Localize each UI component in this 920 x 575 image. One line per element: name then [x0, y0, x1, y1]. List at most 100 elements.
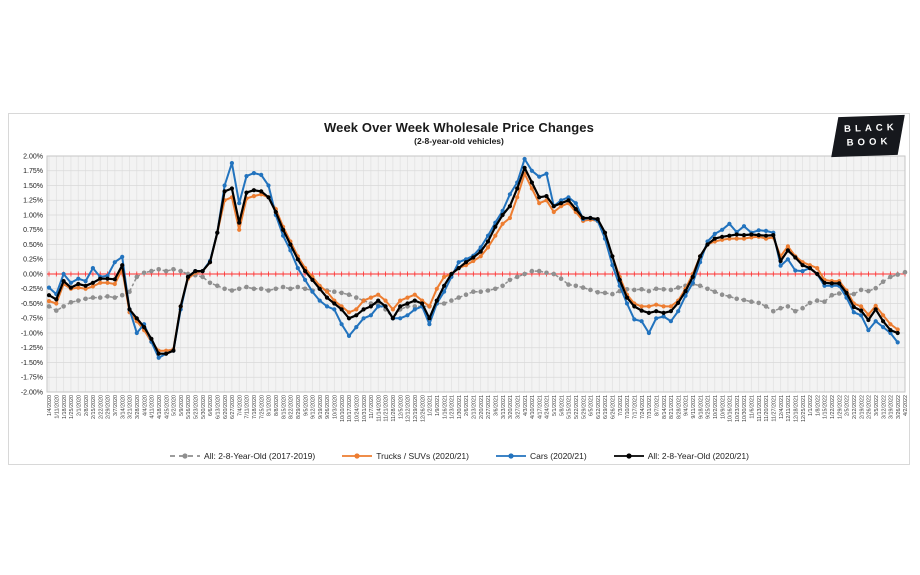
data-point	[712, 231, 717, 236]
data-point	[383, 304, 388, 309]
data-point	[537, 201, 542, 206]
y-axis-tick-label: -0.25%	[21, 286, 43, 293]
x-axis-tick-label: 11/14/2020	[376, 395, 382, 422]
data-point	[639, 287, 644, 292]
x-axis-tick-label: 12/19/2020	[413, 395, 419, 422]
x-axis-tick-label: 11/28/2020	[391, 395, 397, 422]
data-point	[551, 204, 556, 209]
legend-item-trucks-suvs-2020-21: Trucks / SUVs (2020/21)	[341, 451, 469, 461]
data-point	[61, 271, 66, 277]
x-axis-tick-label: 1/23/2021	[450, 395, 456, 419]
data-point	[405, 295, 410, 300]
legend-marker-icon-all-2020-21	[613, 453, 644, 459]
data-point	[105, 280, 110, 285]
y-axis-tick-label: 1.50%	[23, 183, 43, 190]
data-point	[83, 286, 88, 291]
data-point	[178, 304, 183, 309]
data-point	[339, 290, 344, 296]
data-point	[544, 270, 549, 276]
x-axis-tick-label: 6/12/2021	[596, 395, 602, 419]
x-axis-tick-label: 5/15/2021	[567, 395, 573, 419]
data-point	[134, 274, 140, 280]
data-point	[449, 271, 454, 277]
x-axis-tick-label: 11/27/2021	[772, 395, 778, 422]
data-point	[259, 172, 264, 177]
data-point	[793, 308, 798, 314]
data-point	[420, 301, 425, 306]
data-point	[646, 310, 652, 315]
data-point	[654, 316, 659, 321]
x-axis-tick-label: 12/26/2020	[420, 395, 426, 422]
x-axis-tick-label: 9/18/2021	[698, 395, 704, 419]
data-point	[288, 286, 293, 292]
data-point	[142, 325, 147, 330]
x-axis-tick-label: 3/14/2020	[120, 395, 126, 419]
data-point	[171, 267, 176, 272]
data-point	[376, 298, 381, 303]
x-axis-tick-label: 4/3/2021	[523, 395, 529, 416]
y-axis-tick-label: -0.50%	[21, 301, 43, 308]
data-point	[756, 300, 761, 306]
data-point	[105, 273, 110, 278]
data-point	[76, 285, 81, 290]
data-point	[888, 274, 893, 280]
data-point	[632, 287, 637, 293]
x-axis-tick-label: 3/20/2021	[508, 395, 514, 419]
data-point	[134, 316, 139, 321]
data-point	[566, 195, 571, 200]
data-point	[141, 270, 147, 276]
data-point	[346, 333, 352, 338]
data-point	[164, 351, 169, 356]
data-point	[273, 286, 279, 292]
data-point	[573, 201, 578, 206]
y-axis-tick-label: -2.00%	[21, 389, 43, 396]
data-point	[368, 304, 373, 309]
chart-card: Week Over Week Wholesale Price Changes (…	[8, 113, 910, 465]
x-axis-tick-label: 9/25/2021	[706, 395, 712, 419]
x-axis-tick-label: 1/30/2021	[457, 395, 463, 419]
data-point	[164, 348, 169, 353]
legend-label: All: 2-8-Year-Old (2017-2019)	[204, 451, 316, 461]
x-axis-tick-label: 7/10/2021	[625, 395, 631, 419]
data-point	[895, 330, 900, 336]
data-point	[354, 313, 359, 318]
data-point	[690, 280, 695, 285]
data-point	[266, 288, 271, 293]
data-point	[427, 322, 432, 327]
data-point	[727, 294, 732, 299]
data-point	[866, 317, 871, 323]
data-point	[54, 297, 59, 302]
data-point	[200, 274, 205, 280]
data-point	[646, 330, 652, 336]
x-axis-tick-label: 8/28/2021	[676, 395, 682, 419]
x-axis-tick-label: 2/27/2021	[486, 395, 492, 419]
x-axis-tick-label: 10/17/2020	[347, 395, 353, 422]
data-point	[390, 307, 395, 312]
data-point	[778, 263, 783, 268]
data-point	[90, 284, 95, 289]
x-axis-tick-label: 8/21/2021	[669, 395, 675, 419]
data-point	[251, 188, 256, 193]
data-point	[332, 301, 337, 306]
data-point	[361, 307, 366, 312]
data-point	[727, 236, 732, 241]
x-axis-tick-label: 1/1/2022	[808, 395, 814, 416]
y-axis-tick-label: -0.75%	[21, 316, 43, 323]
data-point	[427, 316, 432, 321]
data-point	[193, 269, 198, 274]
x-axis-tick-label: 11/7/2020	[369, 395, 375, 419]
data-point	[763, 304, 769, 309]
data-point	[815, 271, 820, 277]
x-axis-tick-label: 10/24/2020	[355, 395, 361, 422]
data-point	[859, 304, 864, 309]
data-point	[134, 330, 139, 336]
chart-legend: All: 2-8-Year-Old (2017-2019) Trucks / SU…	[9, 451, 909, 461]
data-point	[112, 277, 117, 282]
y-axis-tick-label: -1.75%	[21, 375, 43, 382]
data-point	[800, 263, 805, 268]
data-point	[449, 298, 454, 303]
y-axis-tick-label: -1.00%	[21, 330, 43, 337]
data-point	[829, 292, 835, 298]
x-axis-tick-label: 1/11/2020	[55, 395, 61, 419]
data-point	[741, 224, 747, 229]
